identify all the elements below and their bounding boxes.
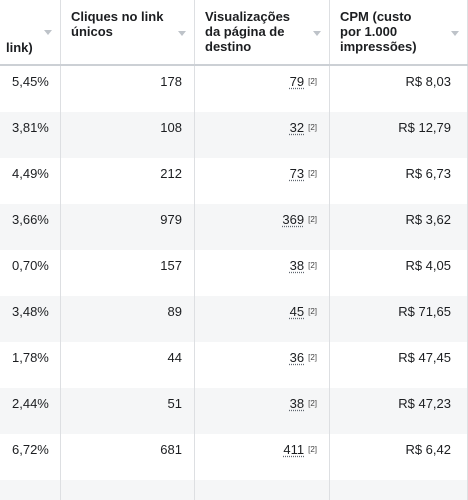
table-cell	[330, 480, 468, 500]
table-cell: 212	[61, 158, 195, 204]
table-cell: 44	[61, 342, 195, 388]
table-cell: 6,72%	[0, 434, 61, 480]
table-cell: 36 [2]	[195, 342, 330, 388]
sort-icon[interactable]	[178, 31, 186, 36]
table-cell: R$ 47,23	[330, 388, 468, 434]
table-cell: 178	[61, 66, 195, 112]
footnote: [2]	[308, 307, 317, 316]
table-cell: R$ 12,79	[330, 112, 468, 158]
metric-link[interactable]: 45	[289, 304, 305, 319]
metric-link[interactable]: 38	[289, 258, 305, 273]
table-cell: 5,45%	[0, 66, 61, 112]
table-cell: 369 [2]	[195, 204, 330, 250]
footnote: [2]	[308, 77, 317, 86]
metric-link[interactable]: 38	[289, 396, 305, 411]
metric-link[interactable]: 369	[282, 212, 305, 227]
table-cell: 45 [2]	[195, 296, 330, 342]
table-cell	[195, 480, 330, 500]
table-cell: R$ 4,05	[330, 250, 468, 296]
table-row: 1,78% 44 36 [2] R$ 47,45	[0, 342, 468, 388]
table-cell: 2,44%	[0, 388, 61, 434]
metric-link[interactable]: 36	[289, 350, 305, 365]
table-row: 6,72% 681 411 [2] R$ 6,42	[0, 434, 468, 480]
footnote: [2]	[308, 399, 317, 408]
table-cell: R$ 6,42	[330, 434, 468, 480]
table-row: 4,49% 212 73 [2] R$ 6,73	[0, 158, 468, 204]
table-cell: 0,70%	[0, 250, 61, 296]
table-row: 5,45% 178 79 [2] R$ 8,03	[0, 66, 468, 112]
table-cell: 38 [2]	[195, 388, 330, 434]
table-cell: 4,49%	[0, 158, 61, 204]
table-cell: 38 [2]	[195, 250, 330, 296]
metric-link[interactable]: 79	[289, 74, 305, 89]
footnote: [2]	[308, 445, 317, 454]
footnote: [2]	[308, 261, 317, 270]
metric-link[interactable]: 73	[289, 166, 305, 181]
table-row	[0, 480, 468, 500]
sort-icon[interactable]	[313, 31, 321, 36]
table-row: 2,44% 51 38 [2] R$ 47,23	[0, 388, 468, 434]
table-cell: 3,81%	[0, 112, 61, 158]
table-row: 3,81% 108 32 [2] R$ 12,79	[0, 112, 468, 158]
column-header[interactable]: Cliques no link únicos	[61, 0, 195, 64]
metric-link[interactable]: 411	[283, 442, 305, 457]
column-header[interactable]: CPM (custo por 1.000 impressões)	[330, 0, 468, 64]
table-cell: R$ 47,45	[330, 342, 468, 388]
table-cell: 411 [2]	[195, 434, 330, 480]
metric-link[interactable]: 32	[289, 120, 305, 135]
table-cell: R$ 8,03	[330, 66, 468, 112]
table-cell: 73 [2]	[195, 158, 330, 204]
sort-icon[interactable]	[451, 31, 459, 36]
table-row: 3,66% 979 369 [2] R$ 3,62	[0, 204, 468, 250]
header-divider	[0, 64, 468, 66]
table-cell: R$ 6,73	[330, 158, 468, 204]
table-cell	[0, 480, 61, 500]
sort-icon[interactable]	[44, 30, 52, 35]
table-cell: 108	[61, 112, 195, 158]
table-cell	[61, 480, 195, 500]
table-cell: 979	[61, 204, 195, 250]
footnote: [2]	[308, 169, 317, 178]
footnote: [2]	[308, 215, 317, 224]
column-header[interactable]: link)	[0, 0, 61, 64]
footnote: [2]	[308, 353, 317, 362]
table-cell: R$ 71,65	[330, 296, 468, 342]
table-cell: 3,66%	[0, 204, 61, 250]
table-cell: 681	[61, 434, 195, 480]
table-cell: 3,48%	[0, 296, 61, 342]
footnote: [2]	[308, 123, 317, 132]
column-header[interactable]: Visualizações da página de destino	[195, 0, 330, 64]
table-cell: 32 [2]	[195, 112, 330, 158]
table-cell: 1,78%	[0, 342, 61, 388]
table-cell: 89	[61, 296, 195, 342]
table-row: 3,48% 89 45 [2] R$ 71,65	[0, 296, 468, 342]
table-cell: 51	[61, 388, 195, 434]
table-cell: 79 [2]	[195, 66, 330, 112]
table-row: 0,70% 157 38 [2] R$ 4,05	[0, 250, 468, 296]
table-cell: 157	[61, 250, 195, 296]
table-cell: R$ 3,62	[330, 204, 468, 250]
